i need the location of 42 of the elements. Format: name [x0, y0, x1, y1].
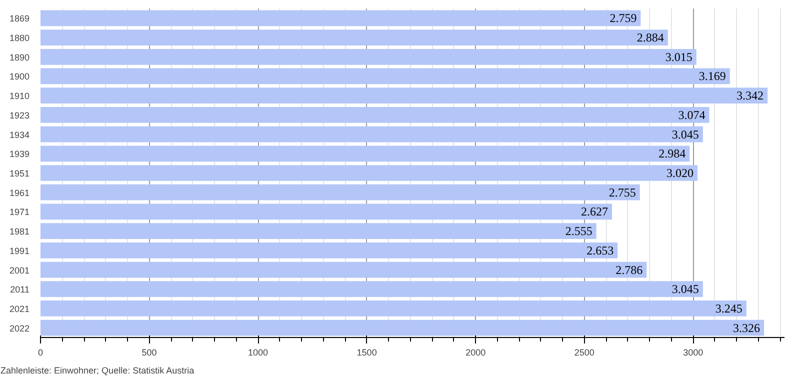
y-tick-label: 1951	[9, 168, 30, 178]
data-label: 3.169	[698, 69, 726, 84]
x-tick-label: 1000	[248, 348, 268, 358]
y-tick-label: 2021	[9, 304, 30, 314]
x-tick-label: 2500	[574, 348, 594, 358]
y-tick-label: 2001	[9, 265, 30, 276]
data-label: 2.627	[580, 204, 608, 219]
x-tick-label: 0	[38, 348, 44, 358]
y-tick-label: 1961	[9, 188, 30, 198]
y-tick-label: 1939	[9, 149, 30, 160]
data-label: 3.020	[666, 166, 694, 180]
text: Zahlenleiste: Einwohner; Quelle: Statistik Austria	[0, 366, 194, 376]
data-label: 2.759	[610, 11, 637, 26]
data-label: 3.045	[672, 127, 699, 142]
y-tick-label: 1934	[9, 130, 30, 140]
y-tick-label: 1971	[9, 207, 30, 218]
y-tick-label: 1900	[9, 72, 30, 82]
data-label: 2.984	[658, 146, 686, 161]
data-label: 2.755	[608, 185, 636, 200]
data-label: 3.342	[736, 88, 764, 103]
x-tick-label: 1500	[356, 348, 377, 358]
y-tick-label: 1991	[9, 246, 30, 256]
data-label: 2.653	[586, 243, 614, 258]
data-label: 3.245	[715, 301, 742, 316]
data-label: 2.884	[636, 30, 664, 45]
data-label: 2.786	[616, 262, 643, 277]
x-tick-label: 500	[142, 348, 157, 358]
data-label: 3.074	[678, 108, 706, 122]
y-tick-label: 2011	[10, 284, 30, 295]
data-label: 3.045	[672, 282, 699, 296]
y-tick-label: 1981	[9, 226, 30, 237]
y-tick-label: 1869	[9, 14, 30, 24]
x-tick-label: 2000	[466, 348, 486, 358]
y-tick-label: 2022	[9, 323, 30, 334]
y-tick-label: 1910	[9, 91, 30, 102]
data-label: 3.015	[665, 50, 692, 64]
y-tick-label: 1880	[9, 33, 30, 44]
y-tick-label: 1923	[9, 110, 30, 120]
data-label: 2.555	[565, 224, 592, 238]
x-tick-label: 3000	[683, 348, 704, 358]
y-tick-label: 1890	[9, 52, 30, 62]
data-label: 3.326	[733, 320, 760, 335]
